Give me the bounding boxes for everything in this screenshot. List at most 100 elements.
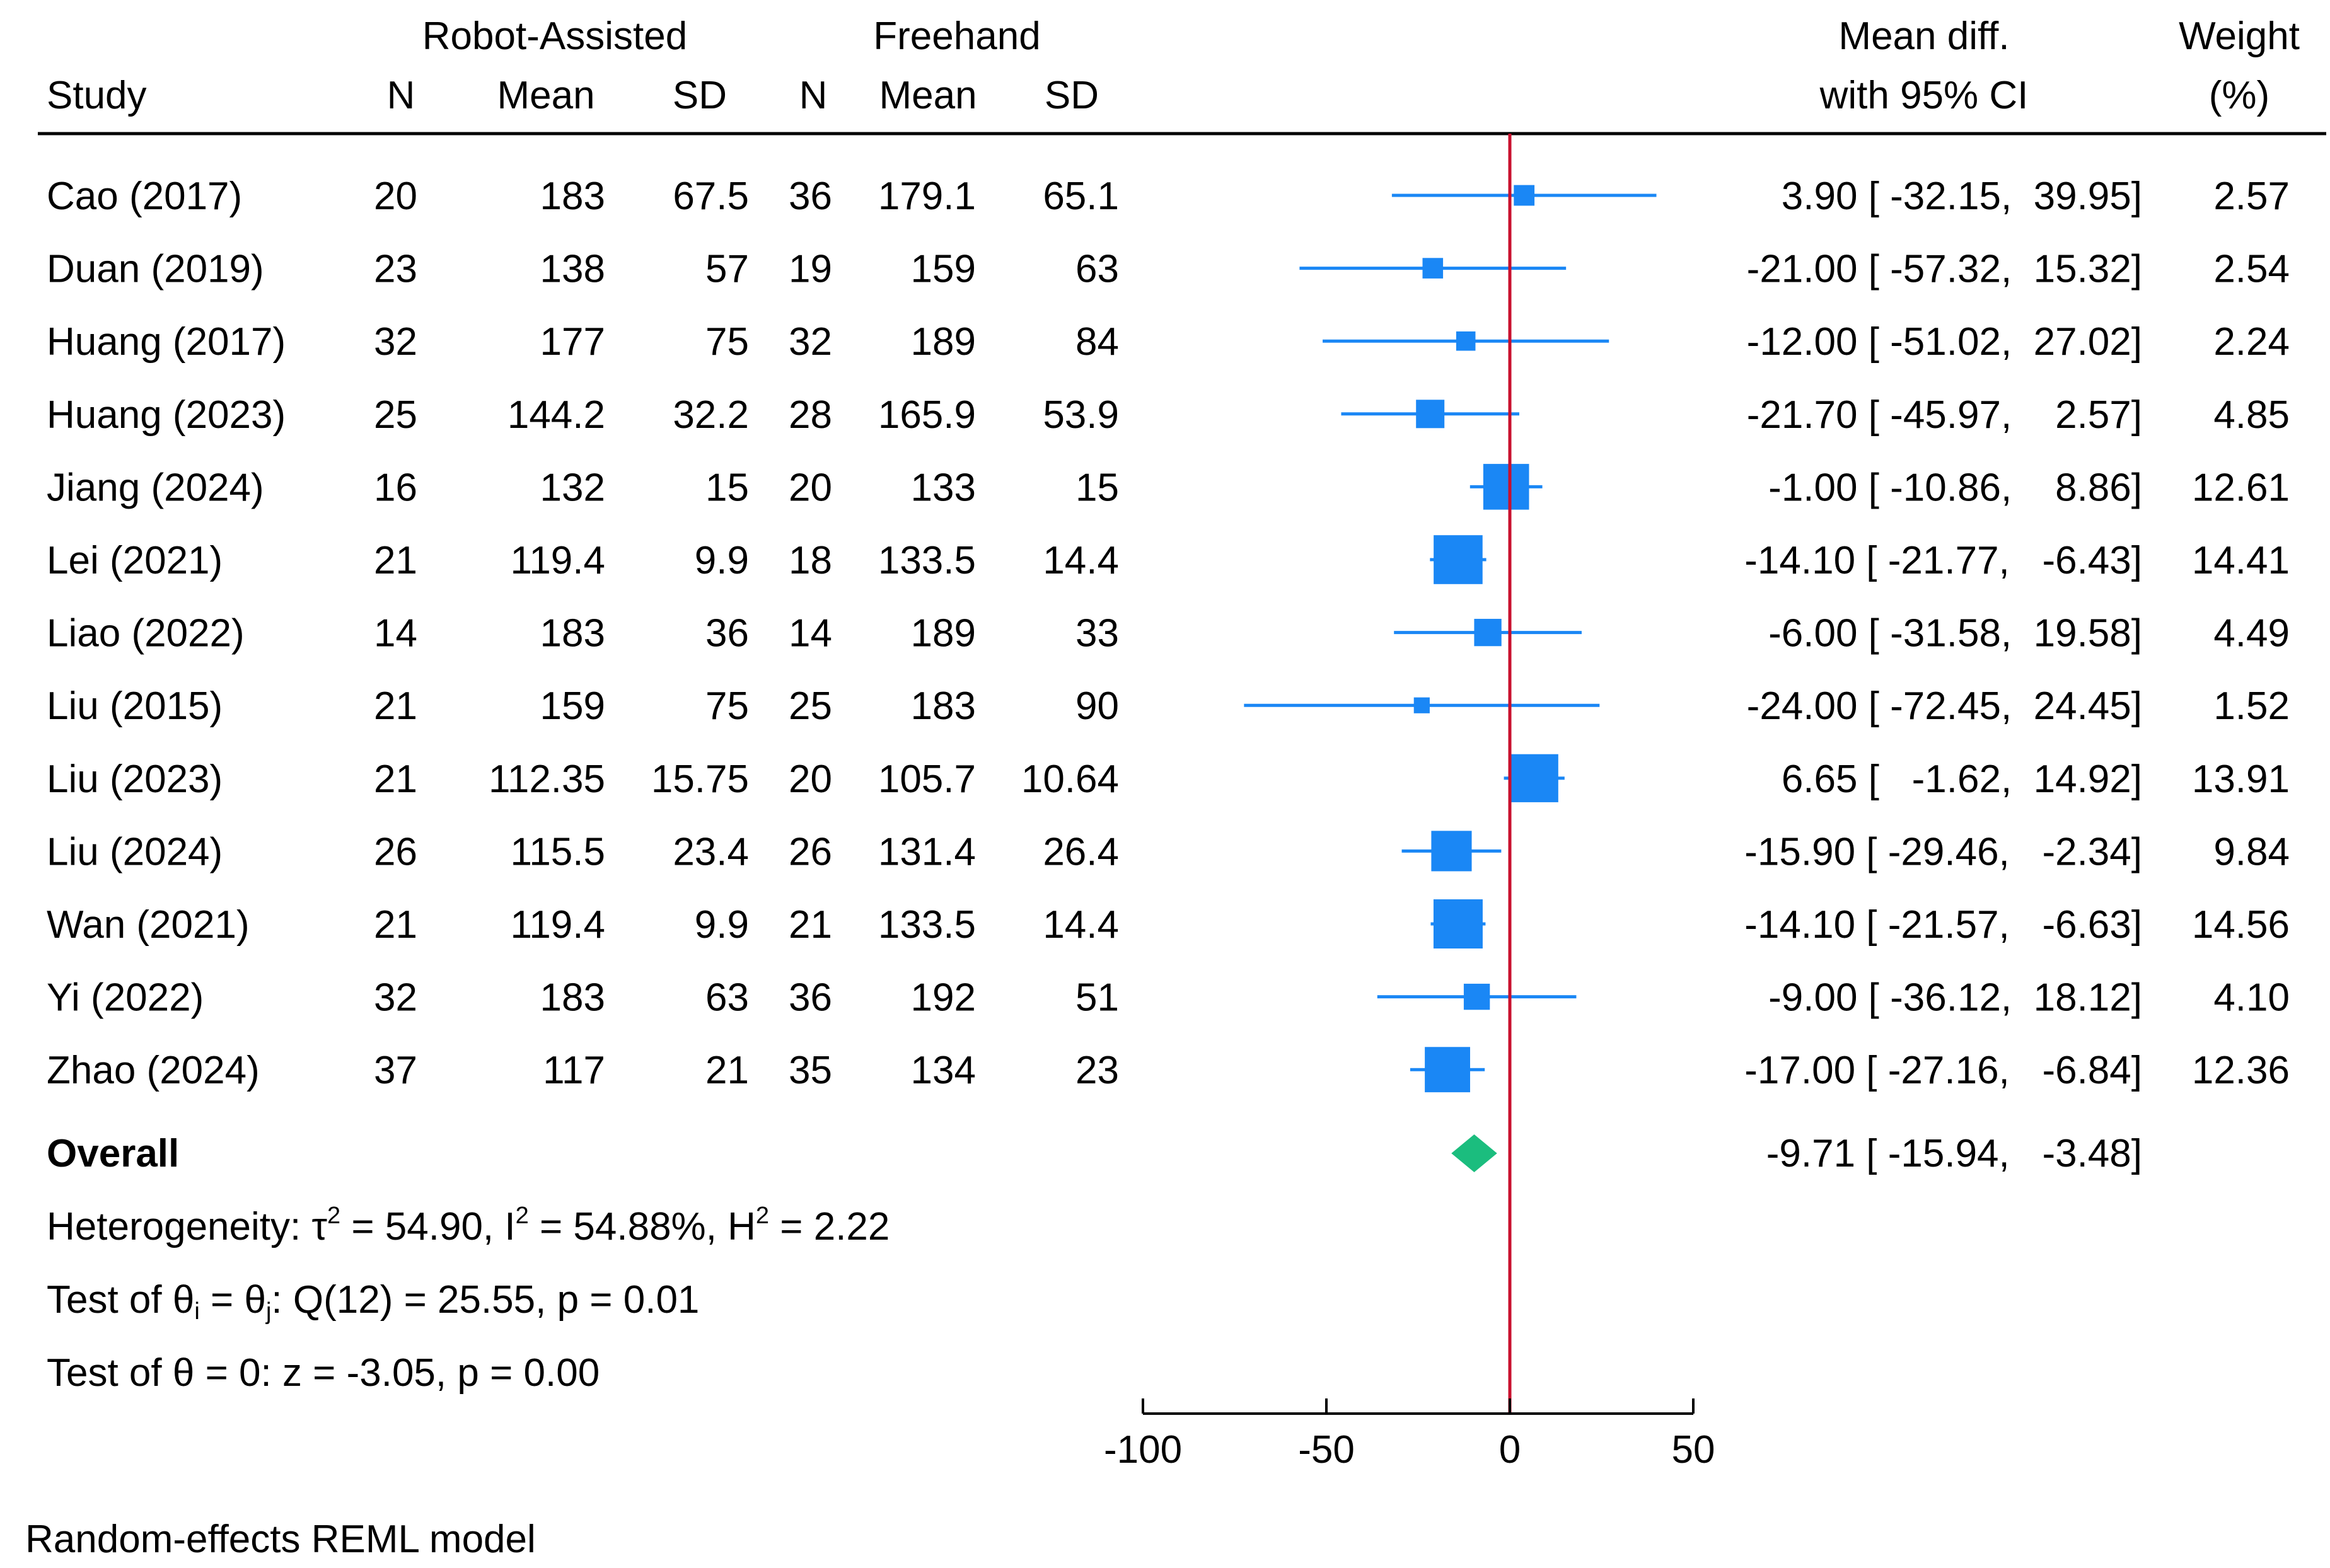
mean2-value: 183 bbox=[911, 684, 976, 728]
ci-text: 6.65 [ -1.62, 14.92] bbox=[1782, 758, 2142, 801]
header-sd1: SD bbox=[673, 74, 727, 117]
mean2-value: 192 bbox=[911, 976, 976, 1020]
weight-value: 14.56 bbox=[2192, 903, 2290, 947]
sd1-value: 57 bbox=[705, 248, 749, 291]
header-robot-assisted: Robot-Assisted bbox=[422, 14, 687, 58]
q-sub-i: i bbox=[194, 1298, 199, 1325]
header-n2: N bbox=[799, 74, 828, 117]
header-mean2: Mean bbox=[879, 74, 977, 117]
table-row: Liu (2024) 26 115.5 23.4 26 131.4 26.4 -15.90 [… bbox=[47, 830, 2290, 873]
x-tick-label: -50 bbox=[1298, 1428, 1355, 1472]
study-rows: Cao (2017) 20 183 67.5 36 179.1 65.1 3.90 [ -32… bbox=[47, 175, 2290, 1092]
weight-value: 13.91 bbox=[2192, 758, 2290, 801]
sd2-value: 84 bbox=[1075, 320, 1119, 364]
effect-marker bbox=[1433, 899, 1483, 948]
effect-marker bbox=[1456, 331, 1476, 351]
n1-value: 25 bbox=[374, 393, 417, 437]
ci-text: -12.00 [ -51.02, 27.02] bbox=[1747, 320, 2142, 364]
mean2-value: 189 bbox=[911, 612, 976, 655]
n2-value: 36 bbox=[789, 175, 832, 218]
mean1-value: 159 bbox=[540, 684, 605, 728]
table-row: Duan (2019) 23 138 57 19 159 63 -21.00 [ -57.32… bbox=[47, 248, 2290, 291]
study-name: Wan (2021) bbox=[47, 903, 250, 947]
het-h2-sup: 2 bbox=[756, 1202, 769, 1229]
table-row: Liao (2022) 14 183 36 14 189 33 -6.00 [ -31.58,… bbox=[47, 612, 2290, 655]
effect-marker bbox=[1422, 258, 1444, 279]
mean2-value: 165.9 bbox=[878, 393, 976, 437]
header-study: Study bbox=[47, 74, 147, 117]
header-mean1: Mean bbox=[497, 74, 594, 117]
effect-marker bbox=[1474, 618, 1502, 647]
study-name: Huang (2023) bbox=[47, 393, 286, 437]
mean2-value: 179.1 bbox=[878, 175, 976, 218]
ci-text: -17.00 [ -27.16, -6.84] bbox=[1744, 1049, 2142, 1092]
weight-value: 12.36 bbox=[2192, 1049, 2290, 1092]
sd1-value: 67.5 bbox=[673, 175, 749, 218]
sd2-value: 53.9 bbox=[1043, 393, 1119, 437]
het-tau: τ bbox=[311, 1205, 327, 1248]
sd2-value: 33 bbox=[1075, 612, 1119, 655]
n1-value: 21 bbox=[374, 903, 417, 947]
weight-value: 1.52 bbox=[2213, 684, 2290, 728]
study-name: Jiang (2024) bbox=[47, 466, 264, 509]
q-test-stats: Test of θi = θj: Q(12) = 25.55, p = 0.01 bbox=[47, 1278, 699, 1325]
x-tick-label: 50 bbox=[1672, 1428, 1715, 1472]
ci-text: -24.00 [ -72.45, 24.45] bbox=[1747, 684, 2142, 728]
table-row: Wan (2021) 21 119.4 9.9 21 133.5 14.4 -14.10 [ … bbox=[47, 903, 2290, 947]
sd2-value: 26.4 bbox=[1043, 830, 1119, 873]
weight-value: 4.10 bbox=[2213, 976, 2290, 1020]
effect-marker bbox=[1514, 185, 1535, 206]
mean1-value: 183 bbox=[540, 976, 605, 1020]
study-name: Liu (2024) bbox=[47, 830, 223, 873]
effect-marker bbox=[1413, 697, 1430, 713]
ci-text: -15.90 [ -29.46, -2.34] bbox=[1744, 830, 2142, 873]
table-row: Liu (2023) 21 112.35 15.75 20 105.7 10.64 6.65 … bbox=[47, 758, 2290, 801]
n1-value: 23 bbox=[374, 248, 417, 291]
sd1-value: 23.4 bbox=[673, 830, 749, 873]
het-tau-sup: 2 bbox=[327, 1202, 340, 1229]
x-tick-label: -100 bbox=[1104, 1428, 1182, 1472]
mean1-value: 138 bbox=[540, 248, 605, 291]
effect-marker bbox=[1510, 754, 1558, 802]
table-row: Liu (2015) 21 159 75 25 183 90 -24.00 [ -72.45,… bbox=[47, 684, 2290, 728]
n1-value: 21 bbox=[374, 684, 417, 728]
n2-value: 32 bbox=[789, 320, 832, 364]
n2-value: 25 bbox=[789, 684, 832, 728]
het-prefix: Heterogeneity: bbox=[47, 1205, 311, 1248]
sd1-value: 21 bbox=[705, 1049, 749, 1092]
sd2-value: 65.1 bbox=[1043, 175, 1119, 218]
weight-value: 12.61 bbox=[2192, 466, 2290, 509]
ci-text: -1.00 [ -10.86, 8.86] bbox=[1768, 466, 2142, 509]
mean2-value: 189 bbox=[911, 320, 976, 364]
sd1-value: 9.9 bbox=[695, 903, 749, 947]
study-name: Cao (2017) bbox=[47, 175, 242, 218]
n1-value: 21 bbox=[374, 539, 417, 582]
sd2-value: 10.64 bbox=[1021, 758, 1119, 801]
n1-value: 16 bbox=[374, 466, 417, 509]
sd1-value: 15.75 bbox=[651, 758, 749, 801]
study-name: Liu (2023) bbox=[47, 758, 223, 801]
sd2-value: 14.4 bbox=[1043, 539, 1119, 582]
ci-text: -14.10 [ -21.77, -6.43] bbox=[1744, 539, 2142, 582]
mean2-value: 105.7 bbox=[878, 758, 976, 801]
het-i2-sup: 2 bbox=[516, 1202, 529, 1229]
q-prefix: Test of θ bbox=[47, 1278, 194, 1322]
n2-value: 20 bbox=[789, 758, 832, 801]
n2-value: 35 bbox=[789, 1049, 832, 1092]
overall-ci-text: -9.71 [ -15.94, -3.48] bbox=[1766, 1132, 2142, 1175]
mean2-value: 133.5 bbox=[878, 539, 976, 582]
mean2-value: 133 bbox=[911, 466, 976, 509]
sd2-value: 15 bbox=[1075, 466, 1119, 509]
table-row: Zhao (2024) 37 117 21 35 134 23 -17.00 [ -27.16… bbox=[47, 1049, 2290, 1092]
sd1-value: 9.9 bbox=[695, 539, 749, 582]
n2-value: 28 bbox=[789, 393, 832, 437]
n1-value: 21 bbox=[374, 758, 417, 801]
header-n1: N bbox=[387, 74, 415, 117]
mean1-value: 117 bbox=[543, 1049, 605, 1092]
n2-value: 18 bbox=[789, 539, 832, 582]
weight-value: 4.85 bbox=[2213, 393, 2290, 437]
n2-value: 21 bbox=[789, 903, 832, 947]
weight-value: 14.41 bbox=[2192, 539, 2290, 582]
n2-value: 19 bbox=[789, 248, 832, 291]
weight-value: 4.49 bbox=[2213, 612, 2290, 655]
